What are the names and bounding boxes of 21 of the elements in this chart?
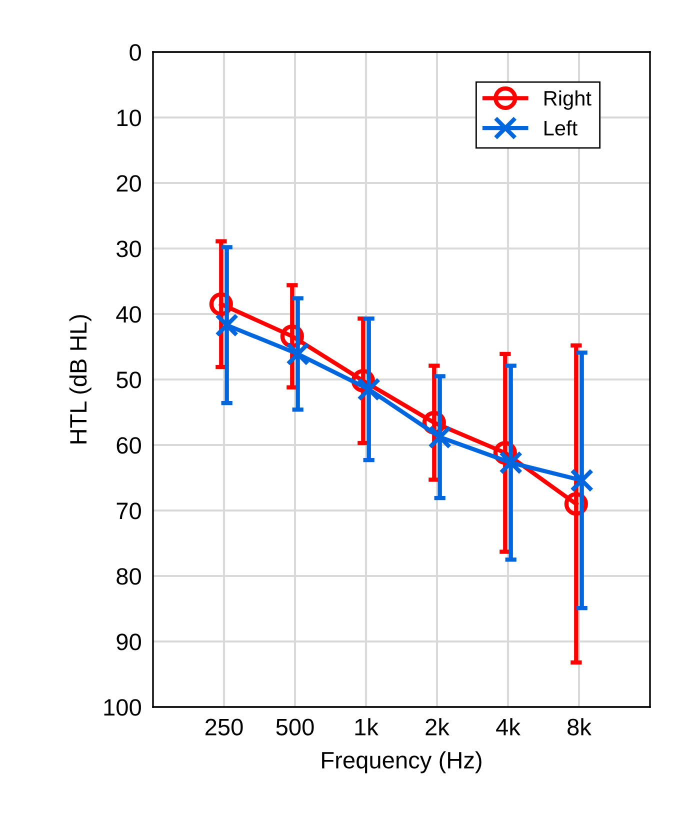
legend-label: Left [544, 120, 578, 136]
x-tick-label: 4k [496, 718, 520, 736]
y-tick-label: 80 [116, 568, 141, 585]
y-tick-label: 30 [116, 240, 141, 258]
y-tick-label: 60 [116, 437, 141, 454]
y-axis-title: HTL (dB HL) [69, 315, 92, 444]
x-axis-title: Frequency (Hz) [322, 751, 482, 774]
x-tick-label: 1k [355, 718, 378, 736]
x-tick-label: 500 [276, 718, 314, 736]
x-tick-label: 2k [426, 718, 450, 736]
x-tick-label: 8k [568, 718, 592, 736]
y-tick-label: 70 [116, 502, 141, 520]
y-tick-label: 20 [116, 175, 141, 192]
x-tick-label: 250 [205, 718, 243, 736]
y-tick-label: 90 [116, 634, 141, 650]
y-tick-label: 40 [116, 306, 141, 323]
y-tick-label: 50 [116, 372, 141, 388]
y-tick-label: 10 [117, 110, 141, 126]
y-tick-label: 100 [104, 699, 141, 716]
legend-label: Right [544, 90, 592, 110]
y-tick-label: 0 [130, 44, 141, 61]
